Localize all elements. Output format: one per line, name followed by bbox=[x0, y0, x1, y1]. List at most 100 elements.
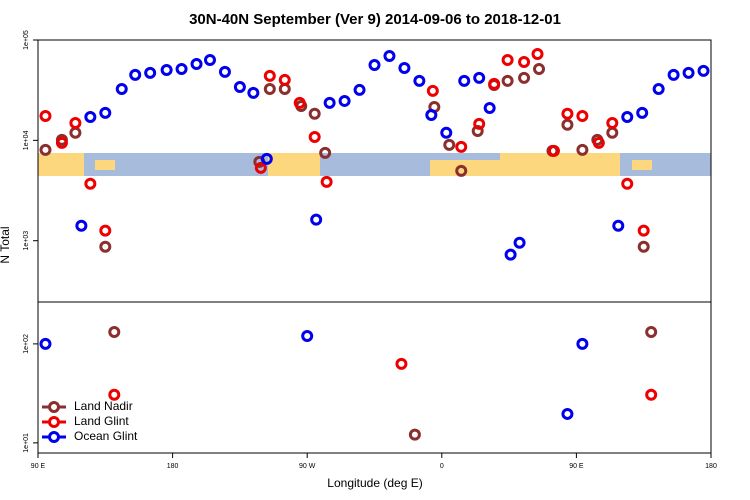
point bbox=[455, 140, 468, 153]
x-tick-label: 0 bbox=[440, 463, 444, 470]
point bbox=[323, 96, 336, 109]
point bbox=[473, 117, 486, 130]
y-tick-label: 1e+03 bbox=[23, 231, 30, 251]
x-axis-label: Longitude (deg E) bbox=[327, 476, 422, 490]
point bbox=[425, 108, 438, 121]
x-tick-label: 90 E bbox=[569, 463, 584, 470]
x-tick-label: 180 bbox=[705, 463, 717, 470]
point bbox=[561, 107, 574, 120]
x-tick-label: 90 W bbox=[299, 463, 316, 470]
point bbox=[395, 357, 408, 370]
point bbox=[84, 177, 97, 190]
point bbox=[39, 143, 52, 156]
point bbox=[637, 224, 650, 237]
point bbox=[398, 61, 411, 74]
point bbox=[263, 82, 276, 95]
point bbox=[383, 49, 396, 62]
legend-label: Land Glint bbox=[74, 414, 129, 428]
point bbox=[612, 219, 625, 232]
point bbox=[260, 152, 273, 165]
y-tick-label: 1e+04 bbox=[23, 130, 30, 150]
point bbox=[308, 130, 321, 143]
point bbox=[99, 106, 112, 119]
legend-marker bbox=[48, 431, 60, 443]
point bbox=[518, 56, 531, 69]
point bbox=[513, 236, 526, 249]
point bbox=[621, 110, 634, 123]
point bbox=[69, 116, 82, 129]
point bbox=[606, 126, 619, 139]
point bbox=[504, 248, 517, 261]
point bbox=[592, 136, 605, 149]
point bbox=[308, 107, 321, 120]
point bbox=[320, 175, 333, 188]
point bbox=[203, 53, 216, 66]
point bbox=[471, 124, 484, 137]
y-tick-label: 1e+02 bbox=[23, 334, 30, 354]
point bbox=[218, 65, 231, 78]
point bbox=[278, 73, 291, 86]
point bbox=[621, 177, 634, 190]
point bbox=[576, 337, 589, 350]
point bbox=[263, 69, 276, 82]
point bbox=[115, 82, 128, 95]
point bbox=[310, 213, 323, 226]
point bbox=[697, 64, 710, 77]
point bbox=[108, 325, 121, 338]
point bbox=[518, 71, 531, 84]
point bbox=[501, 53, 514, 66]
point bbox=[99, 224, 112, 237]
legend-marker bbox=[48, 401, 60, 413]
point bbox=[645, 388, 658, 401]
point bbox=[338, 94, 351, 107]
point bbox=[440, 126, 453, 139]
point bbox=[233, 81, 246, 94]
point bbox=[254, 161, 267, 174]
point bbox=[443, 138, 456, 151]
point bbox=[501, 74, 514, 87]
point bbox=[645, 325, 658, 338]
y-tick-label: 1e+05 bbox=[23, 30, 30, 50]
point bbox=[637, 240, 650, 253]
point bbox=[84, 110, 97, 123]
point bbox=[39, 109, 52, 122]
point bbox=[576, 143, 589, 156]
point bbox=[368, 58, 381, 71]
x-tick-label: 90 E bbox=[31, 463, 46, 470]
chart-title: 30N-40N September (Ver 9) 2014-09-06 to … bbox=[189, 11, 561, 28]
point bbox=[160, 64, 173, 77]
point bbox=[547, 144, 560, 157]
legend-marker bbox=[48, 416, 60, 428]
point bbox=[561, 407, 574, 420]
point bbox=[55, 136, 68, 149]
point bbox=[99, 240, 112, 253]
point bbox=[39, 337, 52, 350]
point bbox=[247, 86, 260, 99]
y-tick-label: 1e+01 bbox=[23, 433, 30, 453]
legend-label: Land Nadir bbox=[74, 399, 133, 413]
point bbox=[606, 116, 619, 129]
point bbox=[636, 106, 649, 119]
point bbox=[473, 71, 486, 84]
point bbox=[531, 47, 544, 60]
point bbox=[75, 219, 88, 232]
point bbox=[682, 66, 695, 79]
point bbox=[408, 428, 421, 441]
point bbox=[293, 96, 306, 109]
y-axis-label: N Total bbox=[0, 226, 12, 263]
point bbox=[108, 388, 121, 401]
point bbox=[353, 83, 366, 96]
point bbox=[319, 146, 332, 159]
point bbox=[483, 102, 496, 115]
point bbox=[144, 66, 157, 79]
point bbox=[561, 118, 574, 131]
point bbox=[129, 68, 142, 81]
map-stripe bbox=[38, 153, 711, 176]
x-tick-label: 180 bbox=[167, 463, 179, 470]
point bbox=[652, 82, 665, 95]
point bbox=[488, 77, 501, 90]
point bbox=[175, 63, 188, 76]
point bbox=[69, 126, 82, 139]
point bbox=[455, 164, 468, 177]
